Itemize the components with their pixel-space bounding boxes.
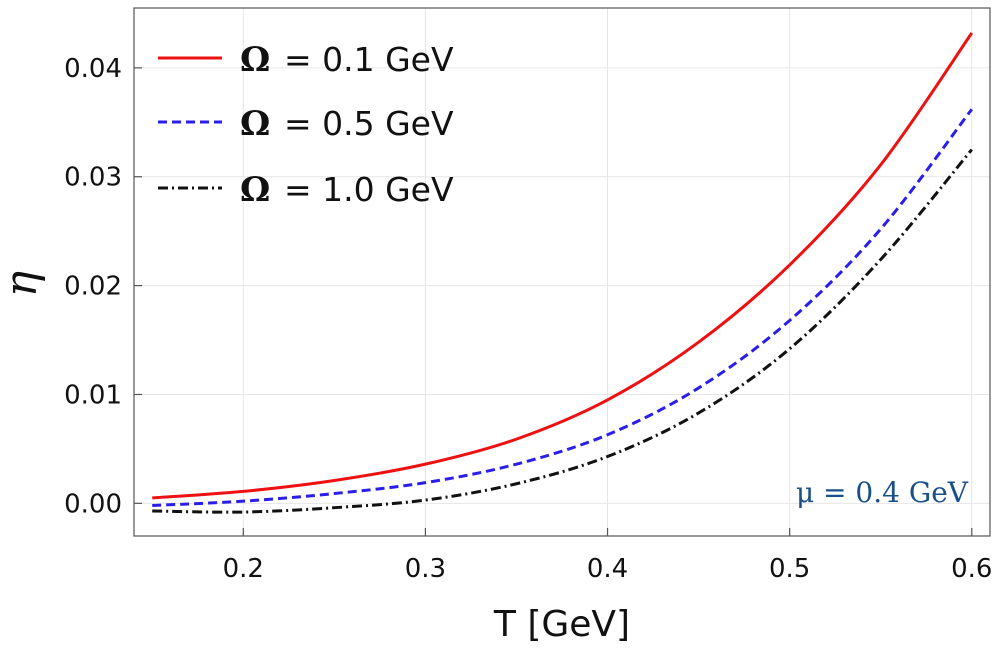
y-tick-label: 0.03 xyxy=(64,163,122,193)
legend: Ω = 0.1 GeV Ω = 0.5 GeV Ω = 1.0 GeV xyxy=(158,40,454,210)
x-tick-label: 0.4 xyxy=(587,554,628,584)
x-tick-label: 0.3 xyxy=(405,554,446,584)
grid-lines xyxy=(134,8,990,536)
x-tick-labels: 0.2 0.3 0.4 0.5 0.6 xyxy=(223,554,993,584)
x-tick-label: 0.2 xyxy=(223,554,264,584)
plot-frame xyxy=(133,7,991,537)
axis-ticks xyxy=(134,67,973,536)
series-line-1 xyxy=(152,32,974,500)
x-axis-title: T [GeV] xyxy=(493,604,630,645)
legend-omega-symbol: Ω xyxy=(240,104,270,144)
legend-omega-symbol: Ω xyxy=(240,40,270,80)
mu-annotation: μ = 0.4 GeV xyxy=(796,476,969,509)
y-tick-label: 0.01 xyxy=(64,380,122,410)
series-lines xyxy=(152,32,974,514)
y-tick-label: 0.00 xyxy=(64,489,122,519)
x-tick-label: 0.6 xyxy=(951,554,992,584)
legend-label-2: = 0.5 GeV xyxy=(284,104,454,143)
series-line-3 xyxy=(152,148,973,514)
y-axis-title: η xyxy=(0,271,47,297)
y-tick-labels: 0.00 0.01 0.02 0.03 0.04 xyxy=(64,54,122,519)
y-tick-label: 0.02 xyxy=(64,272,122,302)
legend-omega-symbol: Ω xyxy=(240,170,270,210)
legend-label-3: = 1.0 GeV xyxy=(284,170,454,209)
x-tick-label: 0.5 xyxy=(769,554,810,584)
series-line-2 xyxy=(152,108,973,508)
y-tick-label: 0.04 xyxy=(64,54,122,84)
legend-label-1: = 0.1 GeV xyxy=(284,40,454,79)
